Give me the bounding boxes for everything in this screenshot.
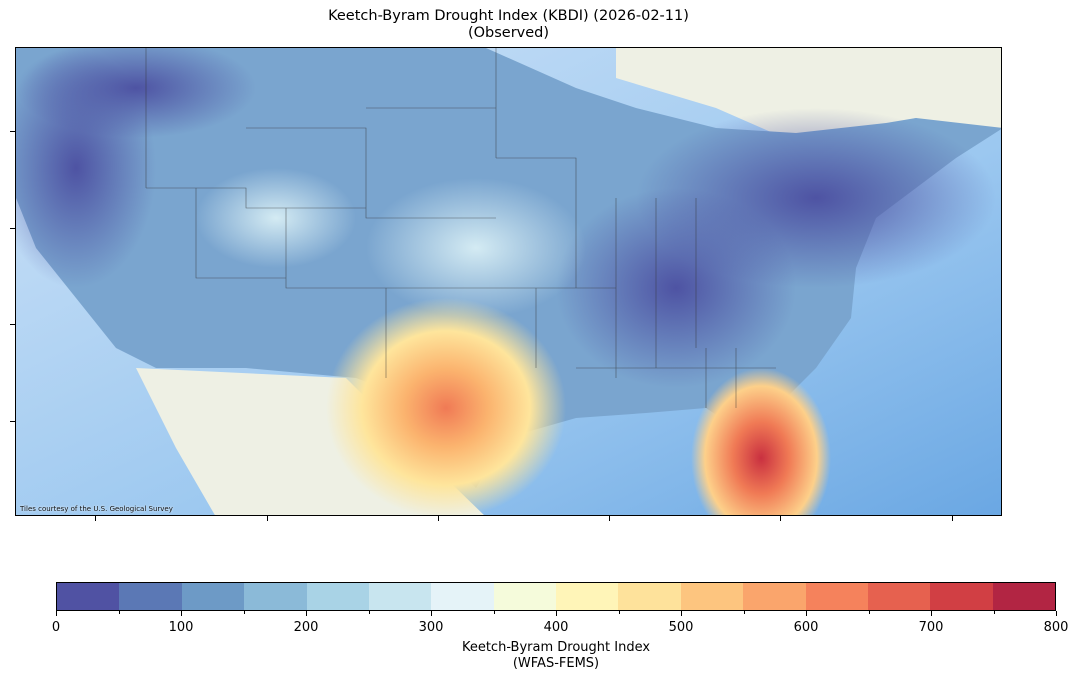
colorbar-tick — [306, 611, 307, 616]
y-tick — [10, 324, 15, 325]
colorbar-bin — [680, 583, 744, 610]
colorbar-bin — [119, 583, 182, 610]
colorbar-label-line-2: (WFAS-FEMS) — [512, 656, 600, 671]
chart-title: Keetch-Byram Drought Index (KBDI) (2026-… — [15, 8, 1002, 42]
title-line-1: Keetch-Byram Drought Index (KBDI) (2026-… — [328, 8, 689, 24]
colorbar-bin — [992, 583, 1055, 610]
colorbar-bin — [493, 583, 556, 610]
colorbar-bin — [368, 583, 432, 610]
colorbar-tick — [556, 611, 557, 616]
colorbar-bin — [743, 583, 806, 610]
colorbar-tick — [56, 611, 57, 616]
title-line-2: (Observed) — [467, 25, 550, 41]
florida-dry-area — [691, 368, 831, 515]
colorbar-tick-label: 300 — [418, 620, 444, 635]
y-tick — [10, 421, 15, 422]
colorbar-tick — [806, 611, 807, 616]
colorbar-bin — [805, 583, 868, 610]
colorbar-tick-label: 0 — [51, 620, 61, 635]
x-tick — [609, 516, 610, 521]
map-attribution: Tiles courtesy of the U.S. Geological Su… — [20, 505, 173, 513]
colorbar-tick — [993, 611, 995, 614]
kbdi-map: Tiles courtesy of the U.S. Geological Su… — [15, 47, 1002, 516]
colorbar-tick — [1056, 611, 1057, 616]
x-tick — [438, 516, 439, 521]
colorbar-tick — [431, 611, 432, 616]
colorbar-tick — [931, 611, 932, 616]
colorbar-bin — [181, 583, 245, 610]
colorbar-tick-label: 700 — [918, 620, 944, 635]
colorbar-bin — [431, 583, 494, 610]
x-tick — [267, 516, 268, 521]
colorbar-tick — [243, 611, 245, 614]
x-tick — [780, 516, 781, 521]
colorbar-bin — [57, 583, 120, 610]
texas-dry-area — [326, 298, 566, 515]
y-tick — [10, 131, 15, 132]
colorbar-tick — [743, 611, 745, 614]
colorbar-tick — [493, 611, 495, 614]
colorbar-tick-label: 400 — [543, 620, 569, 635]
colorbar-tick-label: 100 — [168, 620, 194, 635]
colorbar-bin — [244, 583, 307, 610]
colorbar-tick — [618, 611, 620, 614]
x-tick — [95, 516, 96, 521]
colorbar-bin — [306, 583, 369, 610]
colorbar-tick — [681, 611, 682, 616]
colorbar-label-line-1: Keetch-Byram Drought Index — [461, 640, 651, 655]
colorbar-bin — [556, 583, 619, 610]
colorbar-tick-label: 800 — [1043, 620, 1069, 635]
colorbar-bin — [867, 583, 931, 610]
colorbar-tick-label: 600 — [793, 620, 819, 635]
x-tick — [952, 516, 953, 521]
colorbar-tick — [368, 611, 370, 614]
colorbar-bin — [930, 583, 993, 610]
map-canvas — [16, 48, 1001, 515]
colorbar-tick-label: 200 — [293, 620, 319, 635]
colorbar — [56, 582, 1056, 611]
colorbar-label: Keetch-Byram Drought Index (WFAS-FEMS) — [462, 640, 650, 672]
colorbar-tick — [868, 611, 870, 614]
colorbar-tick — [118, 611, 120, 614]
y-tick — [10, 228, 15, 229]
colorbar-bin — [618, 583, 681, 610]
canada-land — [616, 48, 1001, 143]
state-borders — [145, 48, 776, 408]
colorbar-tick — [181, 611, 182, 616]
colorbar-tick-label: 500 — [668, 620, 694, 635]
